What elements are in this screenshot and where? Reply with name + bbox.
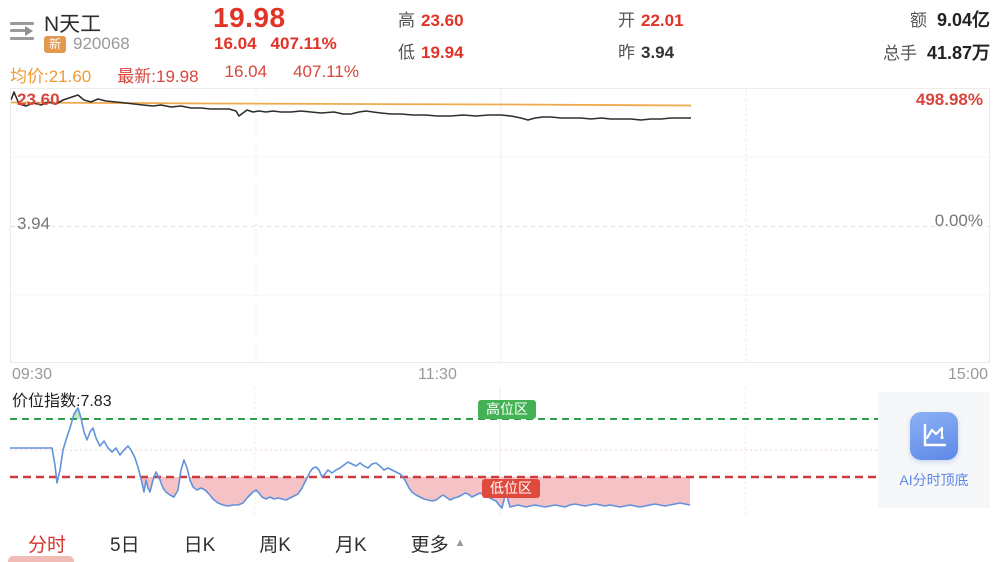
average-price-line xyxy=(11,101,692,107)
stat-low: 低 19.94 xyxy=(398,43,464,62)
ai-chart-icon xyxy=(910,412,958,460)
price-line xyxy=(11,91,691,121)
intraday-chart[interactable]: 23.60 498.98% 3.94 0.00% xyxy=(10,88,991,364)
latest-change: 16.04 xyxy=(224,62,268,81)
index-line xyxy=(10,407,691,509)
tab-monthly-k[interactable]: 月K xyxy=(334,534,367,556)
avg-latest-bar: 均价:21.60 最新:19.98 16.04 407.11% xyxy=(10,62,359,87)
stat-amount: 额 9.04亿 xyxy=(909,10,990,30)
stat-open: 开 22.01 xyxy=(618,11,684,30)
period-tabbar: 分时 5日 日K 周K 月K 更多 ▲ xyxy=(0,524,998,562)
price-change: 16.04 407.11% xyxy=(214,34,351,54)
stock-code: 920068 xyxy=(73,34,130,53)
tab-more[interactable]: 更多 ▲ xyxy=(410,534,466,556)
price-index-panel[interactable]: 价位指数:7.83 高位区 低位区 xyxy=(10,387,990,515)
tab-5day[interactable]: 5日 xyxy=(110,534,140,556)
ai-button-label: AI分时顶底 xyxy=(899,472,969,488)
axis-prevclose-price: 3.94 xyxy=(17,214,51,233)
stock-switch-icon[interactable] xyxy=(10,20,36,42)
tab-weekly-k[interactable]: 周K xyxy=(259,534,291,556)
change-value: 16.04 xyxy=(214,34,257,53)
tab-intraday[interactable]: 分时 xyxy=(28,534,67,556)
time-axis: 09:30 11:30 15:00 xyxy=(10,366,990,386)
price-index-value: 价位指数:7.83 xyxy=(12,393,112,410)
time-open: 09:30 xyxy=(12,366,53,383)
time-close: 15:00 xyxy=(947,366,988,383)
last-price: 19.98 xyxy=(213,2,286,33)
axis-max-price: 23.60 xyxy=(17,90,60,109)
stat-volume: 总手 41.87万 xyxy=(882,43,990,63)
cutoff-highlight-pill xyxy=(8,556,74,562)
ai-intraday-button[interactable]: AI分时顶底 xyxy=(878,392,990,508)
new-stock-badge: 新 xyxy=(44,35,67,53)
avg-price: 均价:21.60 xyxy=(10,67,92,86)
latest-price: 最新:19.98 xyxy=(117,67,199,86)
time-mid: 11:30 xyxy=(418,366,457,383)
stock-name: N天工 xyxy=(44,13,102,36)
tab-daily-k[interactable]: 日K xyxy=(183,534,216,556)
quote-header: N天工 新 920068 19.98 16.04 407.11% 高 23.60 … xyxy=(0,0,998,63)
intraday-chart-canvas xyxy=(11,89,991,364)
change-percent: 407.11% xyxy=(270,34,337,53)
axis-zero-percent: 0.00% xyxy=(934,211,983,230)
axis-max-percent: 498.98% xyxy=(915,90,983,109)
latest-change-pct: 407.11% xyxy=(293,62,359,81)
stat-prev-close: 昨 3.94 xyxy=(618,43,675,62)
low-zone-badge: 低位区 xyxy=(482,479,540,498)
more-arrow-icon: ▲ xyxy=(454,537,466,549)
stat-high: 高 23.60 xyxy=(398,11,464,30)
high-zone-badge: 高位区 xyxy=(478,400,536,419)
low-zone-fill xyxy=(10,477,690,508)
